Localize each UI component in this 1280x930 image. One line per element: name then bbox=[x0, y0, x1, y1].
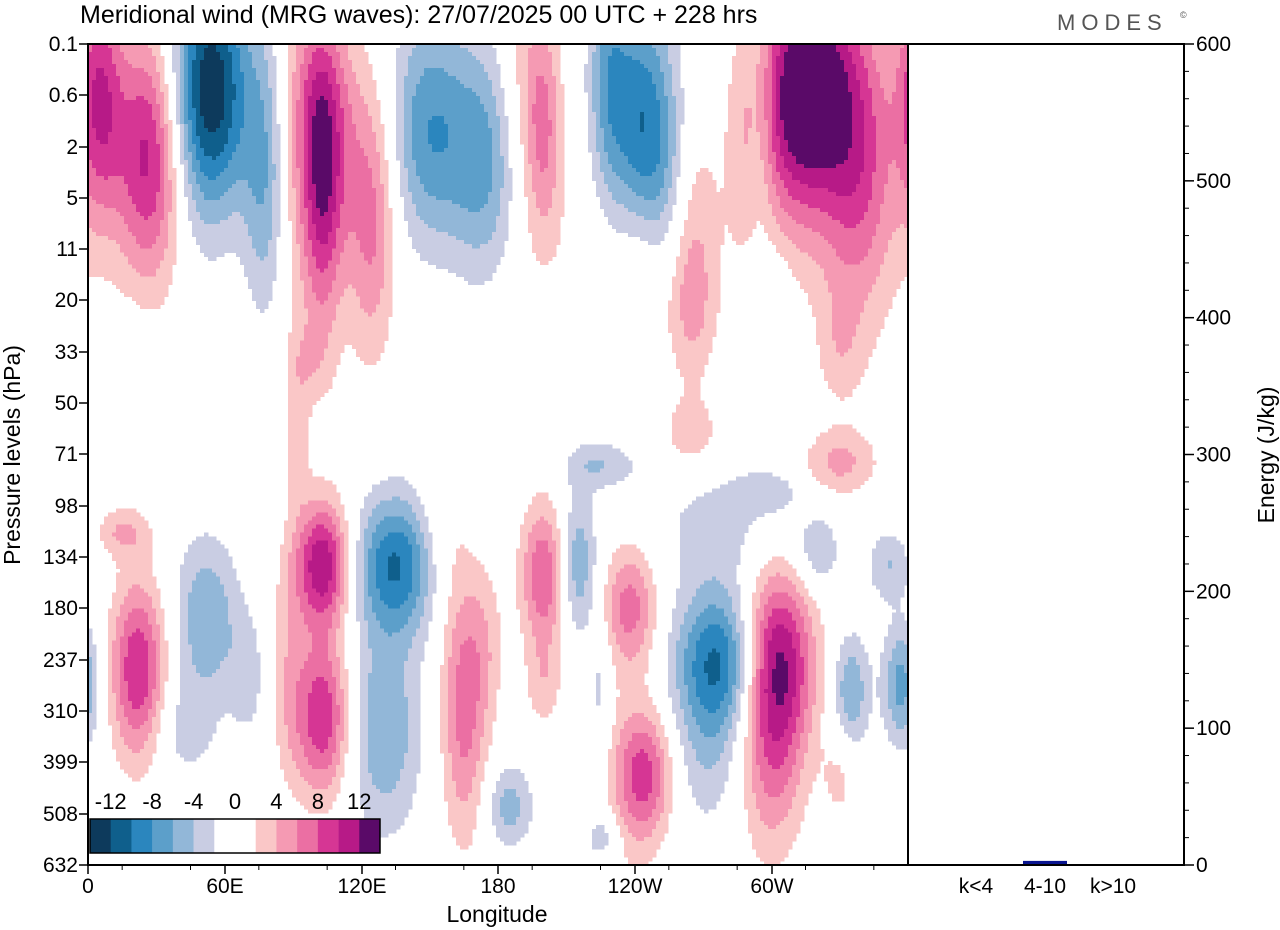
colorbar-label: 12 bbox=[347, 789, 371, 814]
colorbar-swatch bbox=[214, 819, 236, 853]
y-tick-label: 0.6 bbox=[49, 84, 78, 107]
y-tick-label: 33 bbox=[55, 341, 78, 364]
colorbar-swatch bbox=[90, 819, 112, 853]
energy-tick-label: 0 bbox=[1196, 854, 1208, 877]
x-tick-label: 60E bbox=[206, 875, 243, 898]
y-tick-label: 237 bbox=[43, 649, 78, 672]
colorbar-swatch bbox=[297, 819, 319, 853]
colorbar-legend: -12 -8 -4 0 4 8 12 bbox=[89, 789, 381, 854]
colorbar-swatch bbox=[317, 819, 339, 853]
colorbar-swatch bbox=[193, 819, 215, 853]
colorbar-label: 0 bbox=[229, 789, 241, 814]
y-tick-label: 98 bbox=[55, 495, 78, 518]
colorbar-label: 4 bbox=[270, 789, 282, 814]
energy-tick-label: 300 bbox=[1196, 444, 1231, 467]
x-axis-label: Longitude bbox=[446, 901, 547, 927]
y-tick-label: 50 bbox=[55, 392, 78, 415]
colorbar-swatch bbox=[172, 819, 194, 853]
energy-category-label: k<4 bbox=[959, 875, 994, 898]
colorbar-swatch bbox=[276, 819, 298, 853]
energy-bar bbox=[1023, 860, 1067, 865]
energy-axis-label: Energy (J/kg) bbox=[1253, 387, 1279, 524]
y-tick-label: 5 bbox=[66, 187, 78, 210]
pressure-axis: 0.1 0.6 2 5 11 20 33 50 71 98 134 180 237 310 399 508 63… bbox=[43, 33, 88, 877]
y-tick-label: 310 bbox=[43, 700, 78, 723]
energy-tick-label: 500 bbox=[1196, 170, 1231, 193]
colorbar-swatch bbox=[235, 819, 257, 853]
y-tick-label: 180 bbox=[43, 597, 78, 620]
energy-tick-label: 600 bbox=[1196, 33, 1231, 56]
y-tick-label: 20 bbox=[55, 289, 78, 312]
colorbar-swatch bbox=[338, 819, 360, 853]
colorbar-label: -12 bbox=[95, 789, 127, 814]
energy-tick-label: 100 bbox=[1196, 717, 1231, 740]
y-tick-label: 0.1 bbox=[49, 33, 78, 56]
longitude-axis: 0 60E 120E 180 120W 60W bbox=[82, 865, 875, 898]
colorbar-label: -8 bbox=[142, 789, 162, 814]
energy-frame bbox=[907, 43, 1185, 866]
energy-category-label: 4-10 bbox=[1024, 875, 1066, 898]
y-axis-label: Pressure levels (hPa) bbox=[0, 345, 25, 565]
colorbar-label: -4 bbox=[184, 789, 204, 814]
y-tick-label: 2 bbox=[66, 136, 78, 159]
wind-contour-map bbox=[88, 44, 908, 865]
x-tick-label: 180 bbox=[480, 875, 515, 898]
brand-logo: MODES bbox=[1057, 10, 1168, 35]
energy-tick-label: 400 bbox=[1196, 307, 1231, 330]
colorbar-swatch bbox=[110, 819, 132, 853]
energy-panel: 0 100 200 300 400 500 600 k<4 4-10 k>10 bbox=[959, 33, 1231, 898]
colorbar-frame bbox=[89, 818, 381, 854]
x-tick-label: 0 bbox=[82, 875, 94, 898]
colorbar-swatch bbox=[131, 819, 153, 853]
y-tick-label: 11 bbox=[56, 238, 78, 261]
y-tick-label: 399 bbox=[43, 751, 78, 774]
colorbar-swatch bbox=[255, 819, 277, 853]
y-tick-label: 134 bbox=[43, 546, 78, 569]
y-tick-label: 508 bbox=[43, 803, 78, 826]
energy-tick-label: 200 bbox=[1196, 580, 1231, 603]
x-tick-label: 120E bbox=[337, 875, 386, 898]
x-tick-label: 120W bbox=[608, 875, 663, 898]
y-tick-label: 71 bbox=[55, 443, 78, 466]
colorbar-label: 8 bbox=[312, 789, 324, 814]
contour-cells bbox=[88, 44, 908, 865]
colorbar-swatch bbox=[359, 819, 381, 853]
x-tick-label: 60W bbox=[750, 875, 793, 898]
brand-mark: © bbox=[1180, 10, 1187, 20]
chart-title: Meridional wind (MRG waves): 27/07/2025 … bbox=[80, 1, 757, 29]
y-tick-label: 632 bbox=[43, 854, 78, 877]
energy-category-label: k>10 bbox=[1090, 875, 1136, 898]
colorbar-swatch bbox=[152, 819, 174, 853]
